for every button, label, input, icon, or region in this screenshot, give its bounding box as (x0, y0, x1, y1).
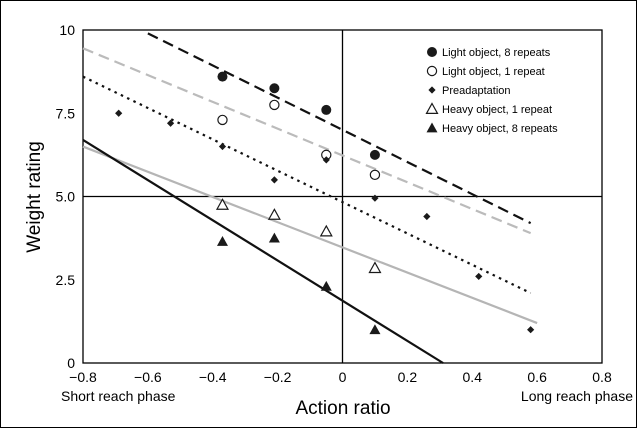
x-axis-title: Action ratio (295, 398, 390, 419)
y-tick-labels: 0 2.5 5.0 7.5 10 (56, 22, 76, 371)
fit-line (82, 145, 538, 325)
data-point (371, 194, 379, 202)
data-point (425, 102, 439, 115)
legend-label: Preadaptation (442, 85, 511, 97)
legend-label: Light object, 8 repeats (442, 47, 551, 59)
x-tick-label: 0.4 (463, 369, 483, 385)
data-point (369, 324, 381, 335)
data-point (426, 122, 438, 133)
data-point (215, 198, 230, 210)
x-tick-label: −0.8 (69, 369, 97, 385)
data-point (527, 326, 535, 334)
data-point (321, 104, 332, 115)
x-tick-label: −0.4 (199, 369, 227, 385)
data-point (368, 261, 382, 274)
legend: Light object, 8 repeats Light object, 1 r… (425, 47, 558, 135)
data-point (166, 119, 175, 127)
data-point (217, 71, 228, 82)
data-point (475, 272, 483, 281)
data-point (426, 65, 438, 77)
x-tick-label: −0.2 (264, 369, 292, 385)
data-point (319, 224, 333, 237)
legend-label: Heavy object, 1 repeat (442, 104, 552, 116)
legend-label: Heavy object, 8 repeats (442, 123, 558, 135)
data-point (216, 235, 228, 246)
x-tick-label: 0.2 (398, 369, 418, 385)
data-point (428, 86, 436, 94)
fit-line (82, 47, 532, 235)
fit-line (82, 75, 532, 295)
data-points (115, 71, 535, 335)
data-point (322, 156, 330, 164)
fit-line (82, 138, 444, 364)
right-annotation: Long reach phase (521, 388, 633, 404)
data-point (369, 169, 381, 181)
data-point (217, 114, 228, 126)
y-tick-label: 2.5 (56, 272, 76, 288)
data-point (269, 99, 280, 111)
data-point (267, 208, 281, 220)
data-point (427, 47, 437, 57)
left-annotation: Short reach phase (61, 388, 176, 404)
legend-label: Light object, 1 repeat (442, 66, 545, 78)
x-tick-label: 0.6 (527, 369, 547, 385)
y-tick-label: 5.0 (56, 189, 76, 205)
y-tick-label: 0 (67, 355, 75, 371)
fit-line (147, 32, 532, 225)
y-tick-label: 10 (59, 22, 75, 38)
reference-lines (83, 30, 602, 363)
data-point (268, 232, 280, 243)
data-point (269, 83, 280, 94)
x-tick-label: 0.8 (592, 369, 612, 385)
x-tick-label: −0.6 (134, 369, 162, 385)
x-tick-label: 0 (339, 369, 347, 385)
data-point (115, 109, 123, 117)
x-tick-labels: −0.8 −0.6 −0.4 −0.2 0 0.2 0.4 0.6 0.8 (69, 369, 612, 385)
y-tick-label: 7.5 (56, 105, 76, 121)
data-point (369, 149, 380, 160)
data-point (423, 212, 431, 221)
data-point (270, 176, 278, 184)
data-point (320, 280, 332, 291)
data-point (218, 142, 227, 151)
fit-lines (82, 32, 538, 364)
y-axis-title: Weight rating (24, 141, 45, 253)
